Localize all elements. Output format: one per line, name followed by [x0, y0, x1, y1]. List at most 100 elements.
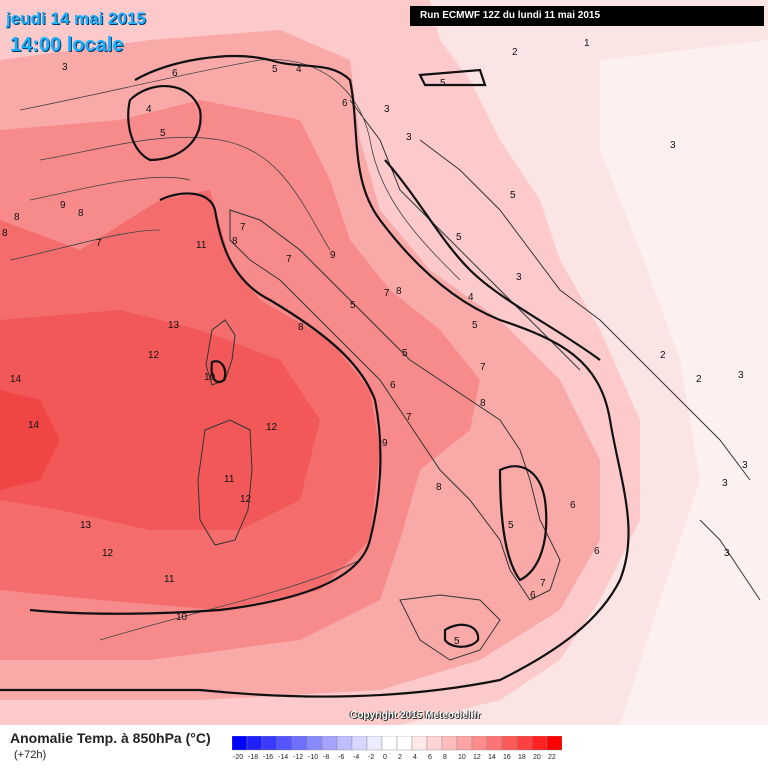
contour-label: 4	[296, 64, 302, 75]
contour-label: 5	[160, 128, 166, 139]
bold-loop-north	[127, 85, 202, 162]
anomaly-zone-14	[0, 390, 60, 490]
isoline-10	[99, 559, 361, 641]
legend-swatch	[261, 736, 278, 751]
copyright-text: Copyright 2015 Meteociel.fr	[350, 710, 481, 721]
isoline-9	[29, 176, 191, 201]
contour-label: 9	[382, 438, 388, 449]
contour-label: 5	[350, 300, 356, 311]
contour-label: 9	[330, 250, 336, 261]
legend-tick-label: 12	[473, 754, 481, 761]
color-scale-legend: -20 -18 -16 -14 -12 -10 -8 -6 -4 -2 0 2 4 6 8 10 12 14 16 1…	[232, 736, 562, 761]
contour-label: 7	[286, 254, 292, 265]
contour-label: 13	[80, 520, 92, 531]
contour-label: 4	[146, 104, 152, 115]
coastline-adriatic	[349, 99, 581, 371]
contour-label: 14	[10, 374, 22, 385]
legend-swatch	[426, 736, 443, 751]
legend-tick-label: -6	[338, 754, 344, 761]
model-run-banner: Run ECMWF 12Z du lundi 11 mai 2015	[410, 6, 764, 26]
contour-label: 7	[384, 288, 390, 299]
legend-swatch	[246, 736, 263, 751]
legend-tick-label: 14	[488, 754, 496, 761]
legend-tick-label: -20	[233, 754, 243, 761]
legend-swatch	[291, 736, 308, 751]
contour-label: 8	[480, 398, 486, 409]
legend-swatch	[456, 736, 473, 751]
contour-label: 7	[240, 222, 246, 233]
contour-label: 5	[402, 348, 408, 359]
bold-loop-calabria	[498, 465, 548, 582]
legend-swatch	[321, 736, 338, 751]
legend-swatch	[381, 736, 398, 751]
forecast-date: jeudi 14 mai 2015	[6, 9, 146, 28]
temperature-anomaly-map: 3 6 4 5 5 4 6 3 3 5 2 1 3 5 8 8 9 8 7 11…	[0, 0, 768, 725]
contour-label: 5	[456, 232, 462, 243]
isoline-7	[39, 136, 331, 251]
contour-label: 12	[148, 350, 160, 361]
contour-label: 5	[508, 520, 514, 531]
contour-label: 12	[102, 548, 114, 559]
legend-swatch	[486, 736, 503, 751]
contour-label: 1	[584, 38, 590, 49]
contour-label: 3	[516, 272, 522, 283]
legend-tick-label: 4	[413, 754, 417, 761]
contour-label: 12	[266, 422, 278, 433]
contour-label: 6	[390, 380, 396, 391]
contour-label: 3	[724, 548, 730, 559]
legend-tick-label: -14	[278, 754, 288, 761]
legend-swatch	[232, 736, 248, 751]
legend-swatch	[501, 736, 518, 751]
contour-label: 11	[196, 240, 207, 251]
coastline-sicily	[399, 594, 501, 661]
lead-time: (+72h)	[14, 749, 47, 761]
legend-tick-label: 16	[503, 754, 511, 761]
contour-label: 10	[176, 612, 188, 623]
anomaly-zone-12	[0, 310, 320, 530]
legend-tick-label: -2	[368, 754, 374, 761]
contour-label: 11	[164, 574, 175, 585]
legend-swatch	[531, 736, 548, 751]
contour-label: 7	[480, 362, 486, 373]
contour-label: 12	[240, 494, 252, 505]
bold-isoline-coast	[384, 159, 601, 361]
contour-label: 4	[468, 292, 474, 303]
contour-label: 9	[60, 200, 66, 211]
legend-tick-label: -16	[263, 754, 273, 761]
contour-label: 8	[436, 482, 442, 493]
legend-tick-label: -18	[248, 754, 258, 761]
bold-isoline-5-west	[0, 54, 630, 698]
contour-label: 5	[440, 78, 446, 89]
coastline-sardinia	[197, 419, 253, 546]
contour-label: 2	[696, 374, 702, 385]
contour-label: 11	[224, 474, 235, 485]
bold-isoline-10	[29, 192, 382, 615]
legend-swatch	[366, 736, 383, 751]
legend-swatch	[396, 736, 413, 751]
contour-label: 3	[670, 140, 676, 151]
contour-label: 2	[660, 350, 666, 361]
contour-label: 5	[472, 320, 478, 331]
legend-tick-label: 10	[458, 754, 466, 761]
legend-tick-label: 18	[518, 754, 526, 761]
legend-tick-label: 22	[548, 754, 556, 761]
contour-label: 8	[78, 208, 84, 219]
contour-label: 6	[172, 68, 178, 79]
contour-label: 5	[454, 636, 460, 647]
contour-label: 3	[406, 132, 412, 143]
legend-tick-label: 8	[443, 754, 447, 761]
contour-label: 8	[298, 322, 304, 333]
bold-loop-corsica	[210, 360, 227, 384]
legend-tick-label: -10	[308, 754, 318, 761]
contour-label: 3	[722, 478, 728, 489]
forecast-time: 14:00 locale	[10, 34, 124, 56]
contour-label: 3	[62, 62, 68, 73]
legend-swatch	[351, 736, 368, 751]
variable-title: Anomalie Temp. à 850hPa (°C)	[10, 730, 211, 746]
contour-label: 13	[168, 320, 180, 331]
contour-label: 10	[204, 372, 216, 383]
legend-tick-label: 0	[383, 754, 387, 761]
legend-swatch	[516, 736, 533, 751]
legend-swatch	[546, 736, 562, 751]
coastline-greece	[699, 519, 761, 601]
